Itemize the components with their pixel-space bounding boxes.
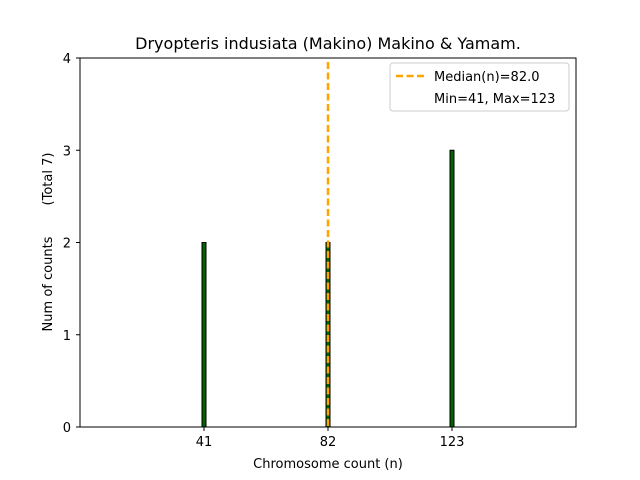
y-tick-label-0: 0 — [63, 421, 71, 436]
y-tick-label-4: 4 — [63, 52, 71, 67]
legend-box — [389, 62, 570, 112]
y-tick-label-3: 3 — [63, 144, 71, 159]
x-tick-label-82: 82 — [320, 435, 337, 450]
x-tick-label-41: 41 — [196, 435, 213, 450]
x-axis-ticks: 41 82 123 — [196, 427, 465, 450]
y-tick-label-1: 1 — [63, 329, 71, 344]
y-axis-ticks: 0 1 2 3 4 — [63, 52, 80, 436]
y-axis-total-note: (Total 7) — [41, 153, 56, 206]
legend: Median(n)=82.0 Min=41, Max=123 — [389, 62, 570, 112]
x-axis-label: Chromosome count (n) — [253, 457, 403, 472]
legend-range-label: Min=41, Max=123 — [434, 92, 555, 107]
chart-title: Dryopteris indusiata (Makino) Makino & Y… — [135, 34, 521, 53]
bar-123 — [449, 149, 455, 428]
y-tick-label-2: 2 — [63, 237, 71, 252]
y-axis-label: Num of counts — [41, 236, 56, 331]
x-tick-label-123: 123 — [440, 435, 465, 450]
bar-41 — [201, 242, 207, 428]
legend-median-label: Median(n)=82.0 — [434, 70, 540, 85]
